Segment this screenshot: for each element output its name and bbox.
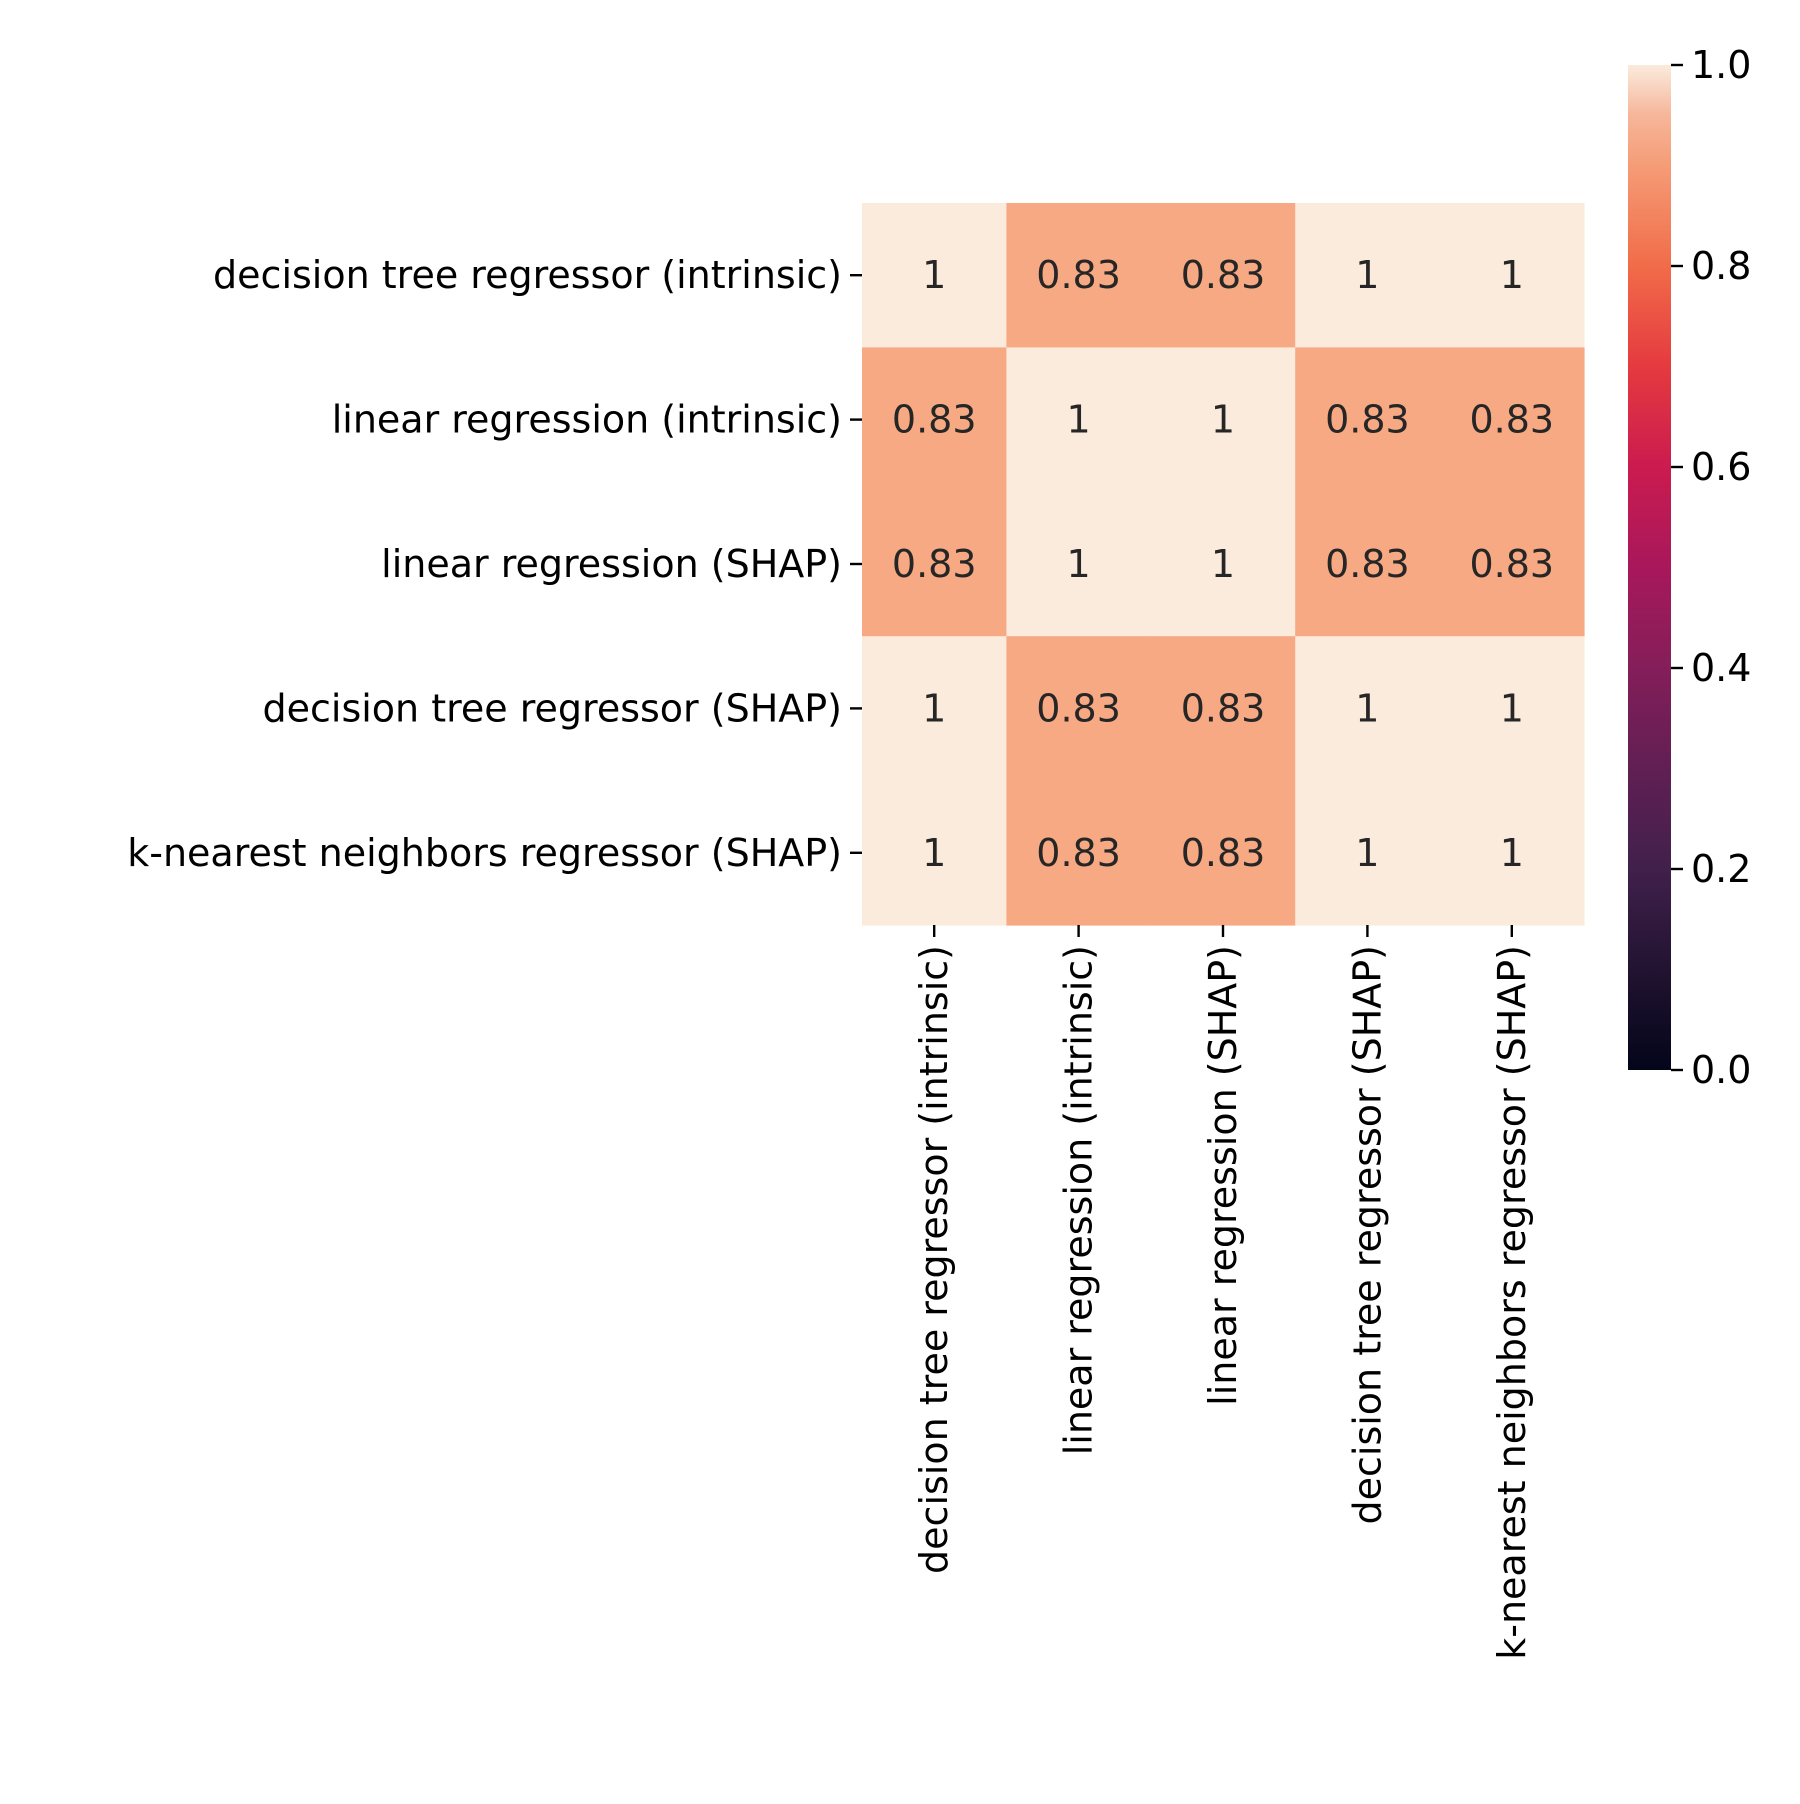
heatmap-cell-r3-c3 [1295,636,1441,782]
colorbar-tick-label-0: 0.0 [1691,1048,1751,1092]
heatmap-cell-r2-c1 [1006,491,1152,637]
cell-annotation-r1-c4: 0.83 [1469,398,1554,442]
row-tick-labels: decision tree regressor (intrinsic) linea… [127,253,862,875]
cell-annotation-r0-c1: 0.83 [1036,253,1121,297]
cell-annotation-r0-c4: 1 [1500,253,1524,297]
cell-annotation-r1-c2: 1 [1211,398,1235,442]
colorbar-tick-label-2: 0.4 [1691,646,1751,690]
cell-annotation-r1-c1: 1 [1067,398,1091,442]
heatmap-cell-r0-c4 [1439,203,1585,348]
column-label-4: k-nearest neighbors regressor (SHAP) [1490,945,1534,1660]
row-label-2: linear regression (SHAP) [381,542,842,586]
cell-annotation-r3-c3: 1 [1355,686,1379,730]
cell-annotation-r3-c2: 0.83 [1181,686,1266,730]
cell-annotation-r2-c0: 0.83 [892,542,977,586]
heatmap-cell-r1-c1 [1006,347,1152,493]
heatmap-grid: 1 0.83 0.83 1 1 0.83 1 1 0.83 0.83 0.83 1 1 0.83 0.83 1… [862,203,1585,926]
colorbar-tick-label-1: 0.2 [1691,847,1751,891]
heatmap-cell-r0-c2 [1150,203,1296,348]
cell-annotation-r0-c2: 0.83 [1181,253,1266,297]
heatmap-cell-r4-c1 [1006,780,1152,926]
colorbar-gradient [1628,65,1671,1070]
heatmap-cell-r2-c0 [862,491,1007,637]
heatmap-cell-r3-c1 [1006,636,1152,782]
cell-annotation-r2-c1: 1 [1067,542,1091,586]
column-label-2: linear regression (SHAP) [1201,945,1245,1406]
column-label-3: decision tree regressor (SHAP) [1345,945,1389,1525]
colorbar-tick-label-3: 0.6 [1691,445,1751,489]
heatmap-cell-r0-c1 [1006,203,1152,348]
heatmap-cell-r3-c2 [1150,636,1296,782]
colorbar-tick-label-4: 0.8 [1691,244,1751,288]
heatmap-cell-r1-c4 [1439,347,1585,493]
cell-annotation-r0-c3: 1 [1355,253,1379,297]
row-label-0: decision tree regressor (intrinsic) [213,253,842,297]
heatmap-cell-r3-c4 [1439,636,1585,782]
heatmap-cell-r4-c3 [1295,780,1441,926]
heatmap-cell-r4-c2 [1150,780,1296,926]
cell-annotation-r4-c2: 0.83 [1181,831,1266,875]
heatmap-cell-r3-c0 [862,636,1007,782]
heatmap-cell-r1-c3 [1295,347,1441,493]
colorbar: 0.0 0.2 0.4 0.6 0.8 1.0 [1628,43,1751,1092]
heatmap-cell-r4-c4 [1439,780,1585,926]
cell-annotation-r2-c2: 1 [1211,542,1235,586]
cell-annotation-r3-c1: 0.83 [1036,686,1121,730]
cell-annotation-r4-c3: 1 [1355,831,1379,875]
column-label-1: linear regression (intrinsic) [1057,945,1101,1455]
column-label-0: decision tree regressor (intrinsic) [912,945,956,1574]
cell-annotation-r2-c4: 0.83 [1469,542,1554,586]
cell-annotation-r1-c0: 0.83 [892,398,977,442]
heatmap-cell-r2-c4 [1439,491,1585,637]
heatmap-cell-r0-c0 [862,203,1007,348]
cell-annotation-r4-c4: 1 [1500,831,1524,875]
cell-annotation-r3-c0: 1 [922,686,946,730]
cell-annotation-r1-c3: 0.83 [1325,398,1410,442]
heatmap-cell-r0-c3 [1295,203,1441,348]
cell-annotation-r2-c3: 0.83 [1325,542,1410,586]
cell-annotation-r3-c4: 1 [1500,686,1524,730]
cell-annotation-r0-c0: 1 [922,253,946,297]
heatmap-cell-r4-c0 [862,780,1007,926]
heatmap-cell-r1-c2 [1150,347,1296,493]
colorbar-tick-label-5: 1.0 [1691,43,1751,87]
heatmap-cell-r2-c2 [1150,491,1296,637]
cell-annotation-r4-c1: 0.83 [1036,831,1121,875]
cell-annotation-r4-c0: 1 [922,831,946,875]
column-tick-labels: decision tree regressor (intrinsic) linea… [912,925,1534,1660]
row-label-1: linear regression (intrinsic) [332,398,842,442]
row-label-3: decision tree regressor (SHAP) [263,686,843,730]
heatmap-cell-r2-c3 [1295,491,1441,637]
heatmap-cell-r1-c0 [862,347,1007,493]
row-label-4: k-nearest neighbors regressor (SHAP) [127,831,842,875]
